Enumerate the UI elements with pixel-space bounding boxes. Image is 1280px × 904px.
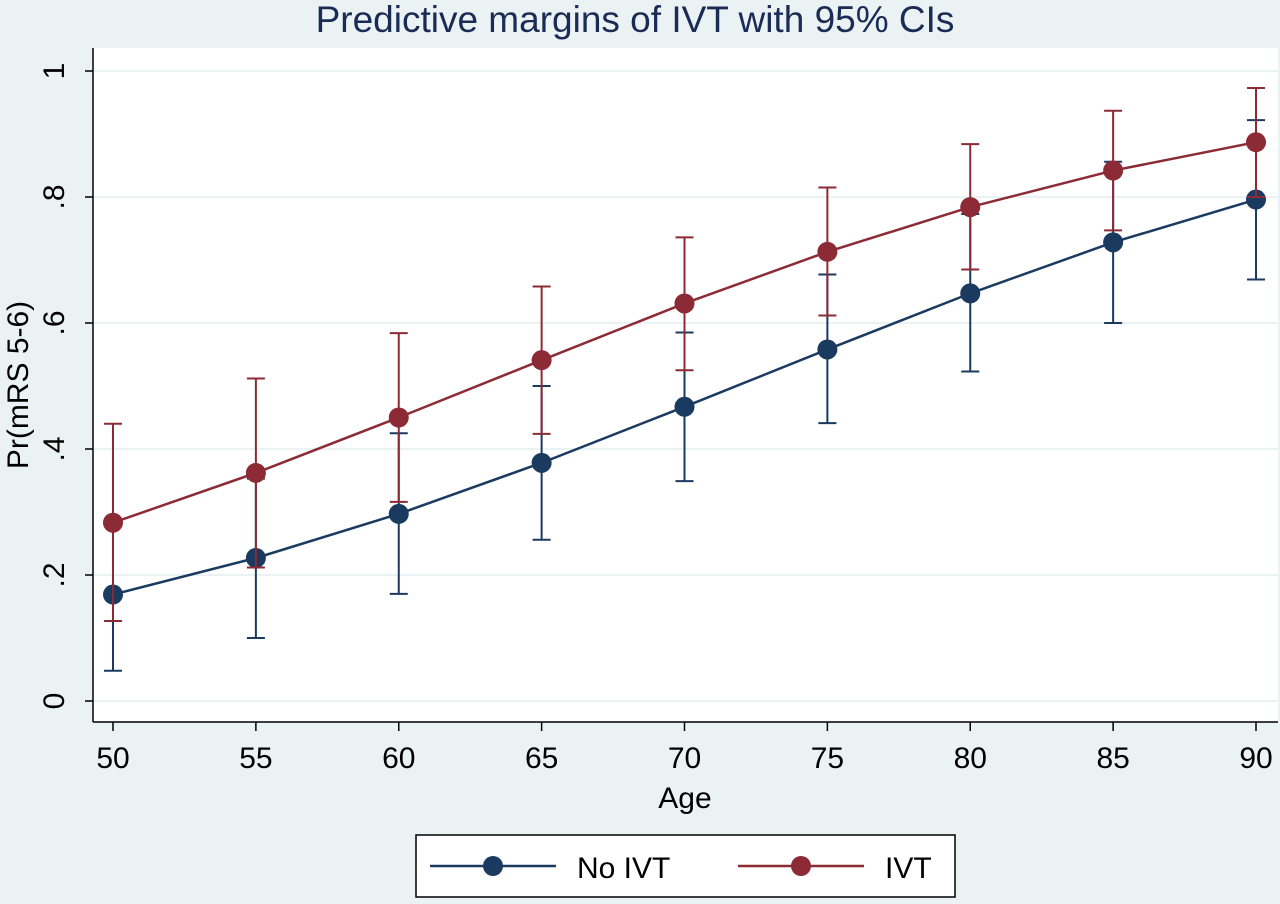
data-point-no-ivt (531, 452, 552, 473)
y-tick-label: 0 (38, 693, 71, 710)
legend-marker-no-ivt (483, 856, 503, 876)
x-tick-label: 65 (525, 742, 558, 775)
data-point-no-ivt (1103, 232, 1124, 253)
y-axis-ticks: 0 .2 .4 .6 .8 1 (38, 63, 93, 710)
data-point-ivt (1246, 132, 1266, 153)
legend: No IVT IVT (415, 834, 956, 898)
series-layer (103, 87, 1266, 672)
data-point-ivt (245, 462, 266, 483)
data-point-no-ivt (674, 396, 695, 417)
data-point-ivt (817, 241, 838, 262)
x-tick-label: 90 (1239, 742, 1272, 775)
y-tick-label: .6 (38, 310, 71, 335)
y-tick-label: .4 (38, 436, 71, 461)
data-point-no-ivt (1246, 189, 1266, 210)
x-axis-ticks: 50 55 60 65 70 75 80 85 90 (96, 722, 1273, 775)
grid-lines (94, 70, 1278, 702)
data-point-ivt (531, 350, 552, 371)
data-point-ivt (674, 293, 695, 314)
x-tick-label: 55 (239, 742, 272, 775)
x-tick-label: 50 (96, 742, 129, 775)
series-ivt (103, 87, 1266, 622)
data-point-ivt (388, 407, 409, 428)
x-tick-label: 80 (954, 742, 987, 775)
legend-box (415, 834, 956, 898)
data-point-ivt (103, 512, 123, 533)
x-tick-label: 60 (382, 742, 415, 775)
chart-title: Predictive margins of IVT with 95% CIs (316, 0, 955, 40)
y-tick-label: .8 (38, 184, 71, 209)
data-point-no-ivt (960, 283, 981, 304)
legend-marker-ivt (791, 856, 811, 876)
y-tick-label: 1 (38, 63, 71, 80)
y-axis-label: Pr(mRS 5-6) (2, 301, 35, 469)
x-tick-label: 70 (668, 742, 701, 775)
data-point-no-ivt (817, 339, 838, 360)
x-axis-label: Age (658, 782, 711, 815)
legend-label-ivt: IVT (885, 852, 932, 885)
data-point-no-ivt (388, 503, 409, 524)
data-point-ivt (960, 197, 981, 218)
legend-label-no-ivt: No IVT (577, 852, 670, 885)
x-tick-label: 75 (811, 742, 844, 775)
x-tick-label: 85 (1096, 742, 1129, 775)
data-point-ivt (1103, 160, 1124, 181)
y-tick-label: .2 (38, 562, 71, 587)
